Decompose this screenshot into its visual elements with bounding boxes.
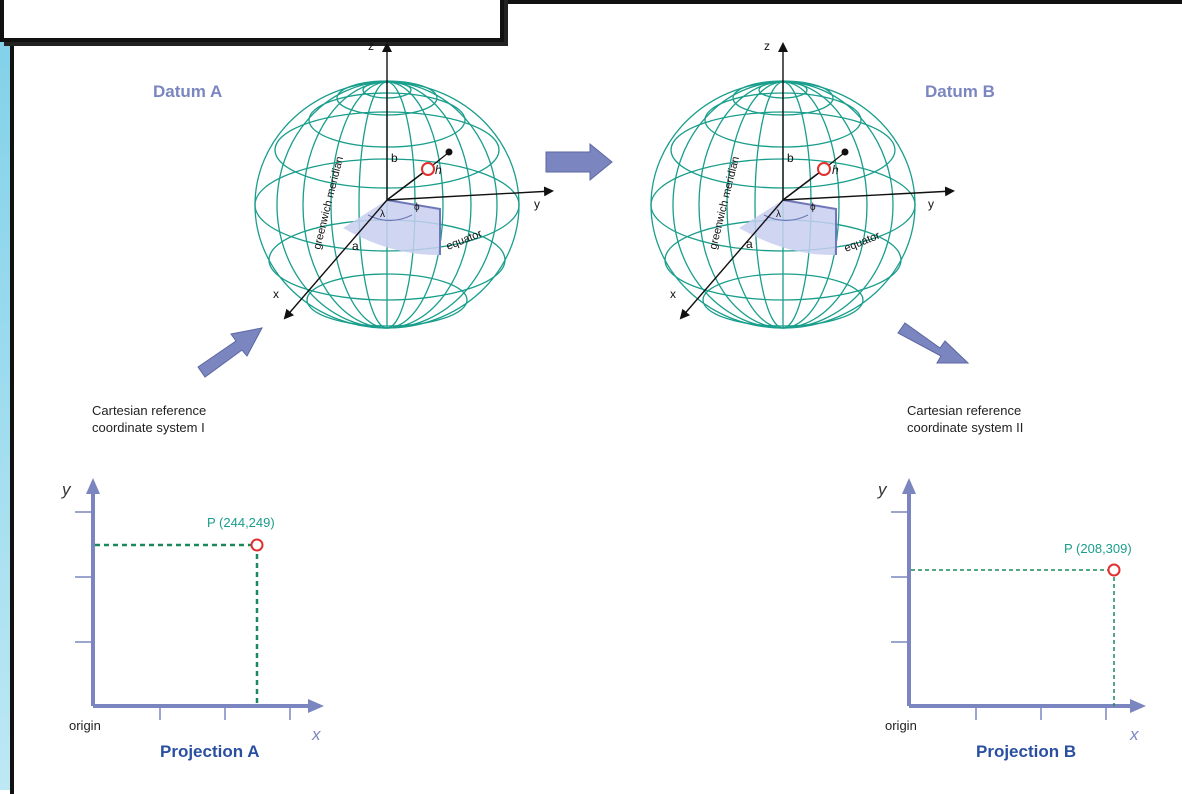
globe-a-semi-major-label: a bbox=[352, 239, 359, 253]
globe-a-meridian-label: greenwich meridian bbox=[311, 155, 346, 250]
datum-b-title: Datum B bbox=[925, 82, 995, 101]
projection-b-title: Projection B bbox=[976, 742, 1076, 761]
globe-b-labels: z y x a b h λ ϕ greenwich meridian equat… bbox=[670, 39, 934, 301]
globe-a-equator-label: equator bbox=[445, 228, 484, 253]
globe-b-lambda-label: λ bbox=[776, 209, 781, 220]
globe-b bbox=[650, 42, 955, 329]
transformation-arrows bbox=[197, 142, 970, 378]
globe-b-meridian-label: greenwich meridian bbox=[707, 155, 742, 250]
arrow-datum-b-to-system-ii bbox=[897, 322, 970, 364]
globe-a-height-label: h bbox=[435, 163, 442, 177]
projection-a-plot bbox=[75, 478, 324, 720]
projection-b-origin-label: origin bbox=[885, 718, 917, 733]
arrow-datum-a-to-b bbox=[545, 142, 613, 182]
globe-a-phi-label: ϕ bbox=[414, 202, 420, 213]
system-i-caption-line1: Cartesian reference bbox=[92, 403, 206, 418]
projection-a-title: Projection A bbox=[160, 742, 260, 761]
globe-b-semi-major-label: a bbox=[746, 237, 753, 251]
projection-a-point-label: P (244,249) bbox=[207, 515, 275, 530]
globe-b-x-axis-label: x bbox=[670, 287, 676, 301]
globe-b-phi-label: ϕ bbox=[810, 202, 816, 213]
projection-b-point-label: P (208,309) bbox=[1064, 541, 1132, 556]
projection-a-origin-label: origin bbox=[69, 718, 101, 733]
projection-a-y-axis-label: y bbox=[61, 480, 72, 499]
globe-b-height-label: h bbox=[832, 163, 839, 177]
projection-b-plot bbox=[891, 478, 1146, 720]
globe-a bbox=[254, 42, 554, 329]
system-i-caption-line2: coordinate system I bbox=[92, 420, 205, 435]
globe-a-z-axis-label: z bbox=[368, 39, 374, 53]
globe-b-semi-minor-label: b bbox=[787, 151, 794, 165]
system-ii-caption-line2: coordinate system II bbox=[907, 420, 1023, 435]
arrow-system-i-to-datum-a bbox=[197, 327, 263, 378]
projection-b-x-axis-label: x bbox=[1129, 725, 1139, 744]
globe-b-y-axis-label: y bbox=[928, 197, 934, 211]
globe-b-z-axis-label: z bbox=[764, 39, 770, 53]
globe-a-lambda-label: λ bbox=[380, 209, 385, 220]
datum-a-title: Datum A bbox=[153, 82, 222, 101]
projection-a-x-axis-label: x bbox=[311, 725, 321, 744]
globe-a-semi-minor-label: b bbox=[391, 151, 398, 165]
globe-b-equator-label: equator bbox=[843, 230, 882, 255]
globe-a-x-axis-label: x bbox=[273, 287, 279, 301]
overlapping-window-fragment bbox=[0, 0, 504, 42]
system-ii-caption-line1: Cartesian reference bbox=[907, 403, 1021, 418]
content-panel bbox=[10, 0, 1182, 794]
globe-a-y-axis-label: y bbox=[534, 197, 540, 211]
projection-b-y-axis-label: y bbox=[877, 480, 888, 499]
